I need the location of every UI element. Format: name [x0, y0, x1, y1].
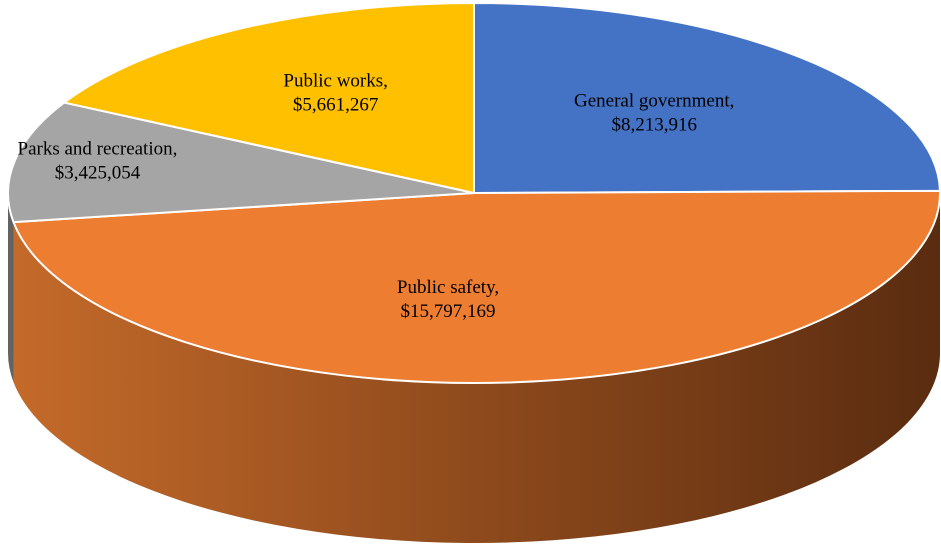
data-label-value: $5,661,267	[293, 94, 379, 115]
data-label-general-government: General government, $8,213,916	[574, 91, 734, 136]
pie-slice-public-works	[63, 2, 475, 194]
data-label-category: Public works,	[283, 70, 388, 91]
data-label-value: $8,213,916	[611, 115, 697, 136]
pie-side-parks-and-recreation	[8, 193, 14, 383]
data-label-public-works: Public works, $5,661,267	[283, 70, 388, 115]
data-label-category: Public safety,	[397, 277, 499, 298]
data-label-value: $15,797,169	[401, 301, 496, 322]
data-label-parks-and-recreation: Parks and recreation, $3,425,054	[18, 138, 178, 183]
data-label-value: $3,425,054	[55, 162, 141, 183]
pie-labels: General government, $8,213,916 Public safe…	[18, 70, 735, 322]
data-label-category: Parks and recreation,	[18, 138, 178, 159]
pie-sides	[8, 193, 940, 543]
pie-side-public-safety	[13, 193, 940, 543]
pie-slice-general-government	[473, 2, 941, 194]
data-label-category: General government,	[574, 91, 734, 112]
pie-slice-parks-and-recreation	[7, 101, 475, 224]
pie-tops	[7, 2, 941, 384]
pie-slice-public-safety	[12, 189, 941, 384]
data-label-public-safety: Public safety, $15,797,169	[397, 277, 499, 322]
